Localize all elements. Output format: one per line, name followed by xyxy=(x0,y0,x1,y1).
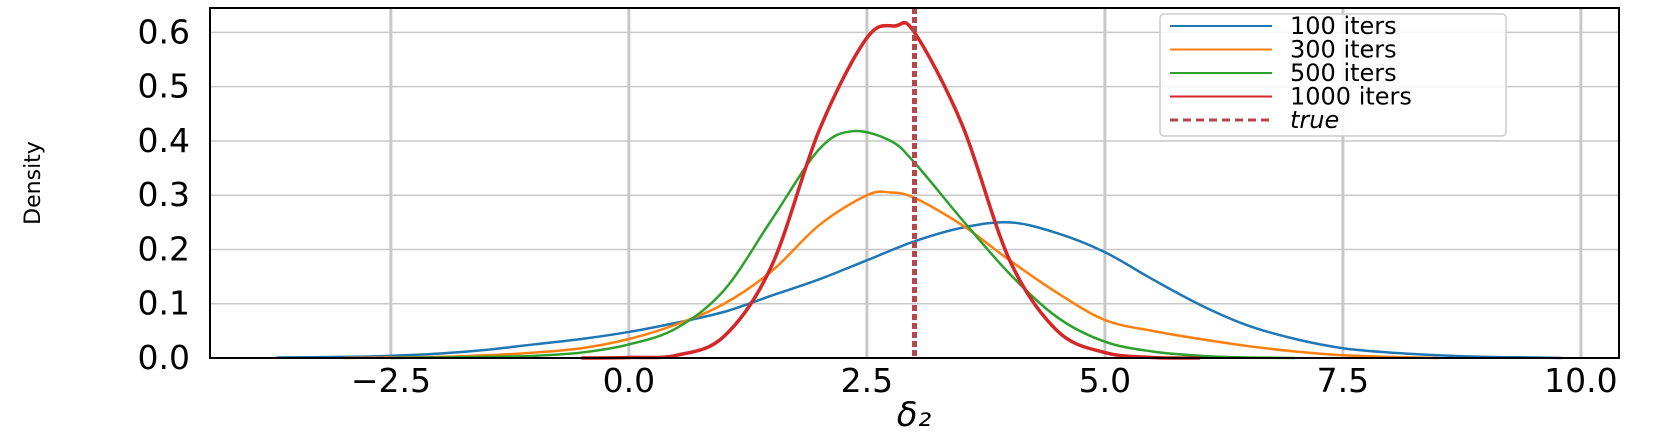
x-tick-label: −2.5 xyxy=(351,361,431,400)
x-tick-label: 0.0 xyxy=(603,361,655,400)
legend-box xyxy=(1159,13,1507,137)
y-tick-label: 0.6 xyxy=(138,12,190,51)
y-tick-label: 0.4 xyxy=(138,121,190,160)
y-tick-label: 0.0 xyxy=(138,338,190,377)
x-tick-label: 2.5 xyxy=(841,361,893,400)
y-tick-label: 0.1 xyxy=(138,284,190,323)
series-line-1 xyxy=(276,220,1562,360)
plot-frame xyxy=(209,7,1620,359)
series-line-4 xyxy=(581,20,1201,360)
x-axis-label: δ₂ xyxy=(897,395,932,435)
series-line-3 xyxy=(390,129,1296,360)
grid-lines xyxy=(210,8,1619,358)
y-tick-labels: 0.0 0.1 0.2 0.3 0.4 0.5 0.6 xyxy=(138,12,190,377)
legend-label: true xyxy=(1290,106,1339,134)
y-tick-label: 0.3 xyxy=(138,175,190,214)
legend-label: 1000 iters xyxy=(1290,83,1412,111)
x-tick-labels: −2.5 0.0 2.5 5.0 7.5 10.0 xyxy=(351,361,1618,400)
y-tick-label: 0.5 xyxy=(138,67,190,106)
series-layer xyxy=(276,20,1562,360)
x-tick-label: 10.0 xyxy=(1544,361,1617,400)
legend-label: 300 iters xyxy=(1290,36,1397,64)
y-tick-label: 0.2 xyxy=(138,229,190,268)
x-tick-label: 5.0 xyxy=(1079,361,1131,400)
y-axis-label: Density xyxy=(21,141,46,225)
legend-label: 500 iters xyxy=(1290,59,1397,87)
x-tick-label: 7.5 xyxy=(1317,361,1369,400)
series-line-2 xyxy=(343,190,1439,360)
legend-label: 100 iters xyxy=(1290,12,1397,40)
